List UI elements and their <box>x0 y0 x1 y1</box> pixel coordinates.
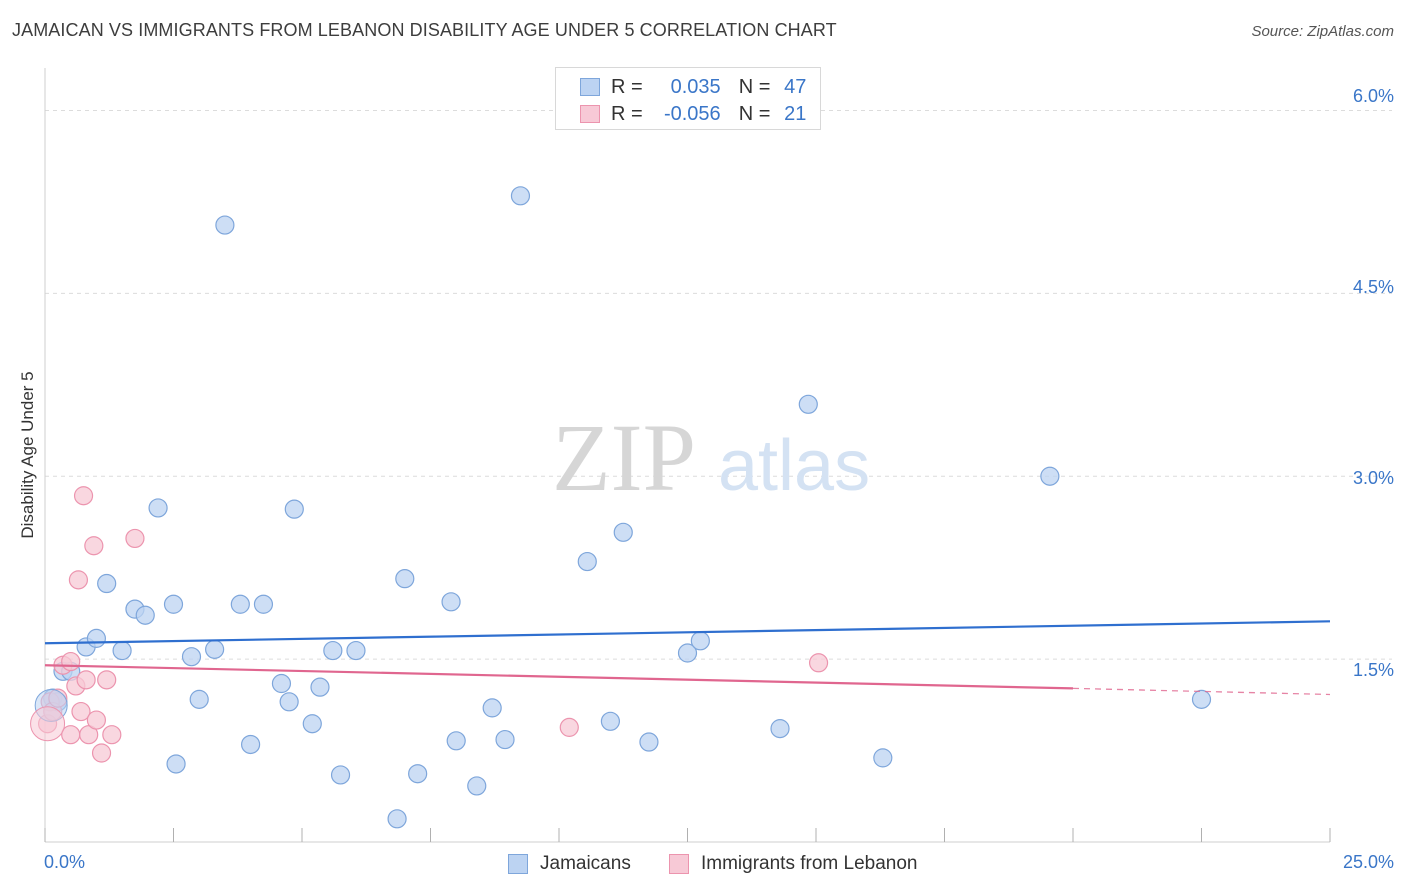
legend-row-jamaicans: R = 0.035 N = 47 <box>580 75 806 99</box>
jamaican-point <box>770 719 790 739</box>
legend-r-value: 0.035 <box>670 75 721 98</box>
lebanon-point <box>559 717 579 737</box>
lebanon-point <box>97 670 117 690</box>
jamaican-point <box>639 732 659 752</box>
jamaican-point <box>577 551 597 572</box>
jamaican-point <box>86 628 107 648</box>
y-tick-label-3-0: 3.0% <box>1352 468 1394 488</box>
watermark-atlas: atlas <box>718 426 870 506</box>
jamaican-point <box>330 765 351 785</box>
legend-r-value: -0.056 <box>663 102 721 125</box>
jamaican-point <box>613 522 633 542</box>
jamaican-point <box>408 764 428 784</box>
jamaican-point <box>135 605 155 625</box>
jamaican-point <box>495 729 515 750</box>
source-credit: Source: ZipAtlas.com <box>1251 23 1394 40</box>
jamaican-point <box>323 640 343 661</box>
jamaican-point <box>441 592 461 612</box>
legend-n-label: N = <box>738 75 771 98</box>
jamaican-point <box>482 698 502 718</box>
legend-n-value: 21 <box>784 102 807 125</box>
bottom-legend-label-lebanon: Immigrants from Lebanon <box>701 853 918 874</box>
legend-swatch-blue <box>580 78 600 96</box>
jamaican-point <box>189 689 209 709</box>
chart-title: JAMAICAN VS IMMIGRANTS FROM LEBANON DISA… <box>12 20 837 40</box>
y-tick-label-4-5: 4.5% <box>1352 277 1394 297</box>
jamaican-point <box>690 631 710 651</box>
correlation-legend: R = 0.035 N = 47 R = -0.056 N = 21 <box>555 67 821 130</box>
watermark-zip: ZIP <box>552 404 696 511</box>
jamaican-point <box>310 677 330 697</box>
gridlines <box>45 109 1392 660</box>
lebanon-point <box>86 710 107 730</box>
lebanon-trend-line <box>44 664 1074 690</box>
jamaican-point <box>163 594 184 614</box>
jamaican-point <box>798 394 818 414</box>
jamaican-point <box>302 714 322 734</box>
jamaican-point <box>271 673 292 694</box>
bottom-legend-label-jamaicans: Jamaicans <box>540 853 631 874</box>
jamaican-point <box>241 734 261 755</box>
legend-r-label: R = <box>611 75 643 98</box>
jamaican-point <box>873 748 893 768</box>
lebanon-cluster-point <box>30 706 66 742</box>
legend-n-value: 47 <box>784 75 807 98</box>
bottom-legend-jamaicans: Jamaicans <box>508 852 631 876</box>
lebanon-point <box>84 536 104 556</box>
lebanon-point <box>102 725 122 745</box>
jamaican-point <box>1191 689 1212 709</box>
legend-swatch-pink <box>580 105 600 123</box>
lebanon-point <box>91 743 112 763</box>
lebanon-point <box>71 701 91 722</box>
legend-row-lebanon: R = -0.056 N = 21 <box>580 102 806 126</box>
lebanon-trend-extension <box>1072 687 1331 696</box>
jamaican-point <box>148 498 168 518</box>
jamaican-point <box>387 809 407 829</box>
x-tick-label-max: 25.0% <box>1342 852 1394 872</box>
jamaican-point <box>467 776 487 796</box>
jamaican-point <box>205 639 225 659</box>
legend-n-label: N = <box>738 102 771 125</box>
x-tick-label-min: 0.0% <box>44 852 86 872</box>
jamaican-point <box>181 647 202 667</box>
lebanon-point <box>61 651 81 672</box>
lebanon-point <box>68 570 89 590</box>
jamaican-point <box>215 215 235 235</box>
jamaican-point <box>677 643 698 663</box>
legend-r-label: R = <box>611 102 643 125</box>
jamaican-point <box>97 573 117 594</box>
trend-lines <box>44 620 1331 696</box>
jamaican-point <box>346 640 366 661</box>
lebanon-point <box>808 653 829 673</box>
jamaican-point <box>166 754 186 774</box>
jamaican-point <box>112 640 132 661</box>
jamaican-point <box>230 594 250 614</box>
lebanon-point <box>76 670 96 690</box>
jamaican-trend-line <box>44 620 1331 645</box>
jamaican-point <box>1040 466 1060 486</box>
lebanon-point <box>73 486 94 506</box>
y-tick-label-1-5: 1.5% <box>1352 660 1394 680</box>
points <box>30 186 1212 829</box>
y-tick-label-6-0: 6.0% <box>1352 86 1394 106</box>
jamaican-point <box>510 186 531 206</box>
bottom-legend-swatch-blue <box>508 854 528 874</box>
bottom-legend-swatch-pink <box>669 854 689 874</box>
bottom-legend-lebanon: Immigrants from Lebanon <box>669 852 918 876</box>
jamaican-point <box>395 569 415 589</box>
lebanon-point <box>125 528 145 549</box>
jamaican-point <box>253 594 274 614</box>
jamaican-point <box>446 731 466 751</box>
watermark: ZIP atlas <box>552 404 870 511</box>
jamaican-point <box>284 499 304 519</box>
jamaican-point <box>600 711 621 731</box>
y-axis-label: Disability Age Under 5 <box>18 371 37 539</box>
jamaican-point <box>279 692 299 712</box>
